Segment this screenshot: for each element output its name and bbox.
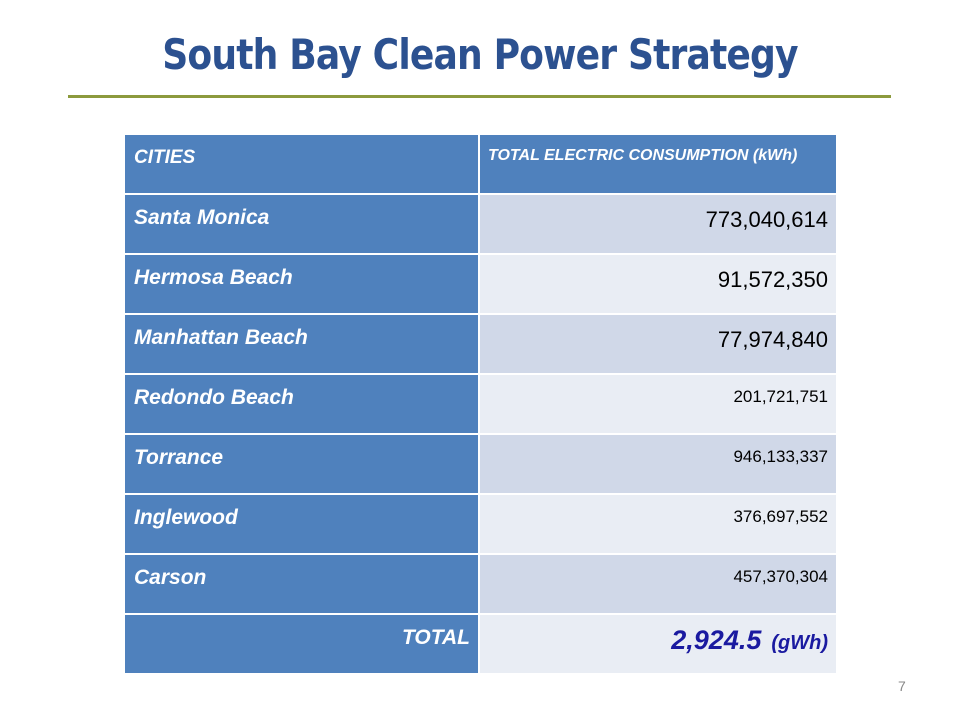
city-cell: Hermosa Beach (125, 255, 478, 313)
table-row: Hermosa Beach 91,572,350 (125, 255, 836, 313)
city-cell: Manhattan Beach (125, 315, 478, 373)
total-cell: 2,924.5 (gWh) (480, 615, 836, 673)
total-unit: (gWh) (771, 632, 828, 654)
table-body: Santa Monica 773,040,614 Hermosa Beach 91,5… (125, 195, 836, 613)
city-cell: Redondo Beach (125, 375, 478, 433)
city-cell: Torrance (125, 435, 478, 493)
table-row: Santa Monica 773,040,614 (125, 195, 836, 253)
header-cell: TOTAL ELECTRIC CONSUMPTION (kWh) (480, 135, 836, 193)
table-row: Inglewood 376,697,552 (125, 495, 836, 553)
table: CITIES TOTAL ELECTRIC CONSUMPTION (kWh) … (125, 135, 836, 675)
consumption-cell: 77,974,840 (480, 315, 836, 373)
city-cell: Carson (125, 555, 478, 613)
consumption-cell: 201,721,751 (480, 375, 836, 433)
consumption-cell: 457,370,304 (480, 555, 836, 613)
consumption-cell: 773,040,614 (480, 195, 836, 253)
consumption-cell: 376,697,552 (480, 495, 836, 553)
slide-title: South Bay Clean Power Strategy (162, 30, 798, 79)
table-row: Torrance 946,133,337 (125, 435, 836, 493)
consumption-cell: 946,133,337 (480, 435, 836, 493)
title-rule (68, 95, 891, 98)
header-cell: CITIES (125, 135, 478, 193)
total-label: TOTAL (125, 615, 478, 673)
page-number: 7 (898, 678, 906, 694)
table-row: Redondo Beach 201,721,751 (125, 375, 836, 433)
total-value: 2,924.5 (671, 625, 762, 655)
total-row: TOTAL 2,924.5 (gWh) (125, 615, 836, 673)
city-cell: Santa Monica (125, 195, 478, 253)
header-row: CITIES TOTAL ELECTRIC CONSUMPTION (kWh) (125, 135, 836, 193)
city-cell: Inglewood (125, 495, 478, 553)
table-row: Manhattan Beach 77,974,840 (125, 315, 836, 373)
consumption-cell: 91,572,350 (480, 255, 836, 313)
table-row: Carson 457,370,304 (125, 555, 836, 613)
